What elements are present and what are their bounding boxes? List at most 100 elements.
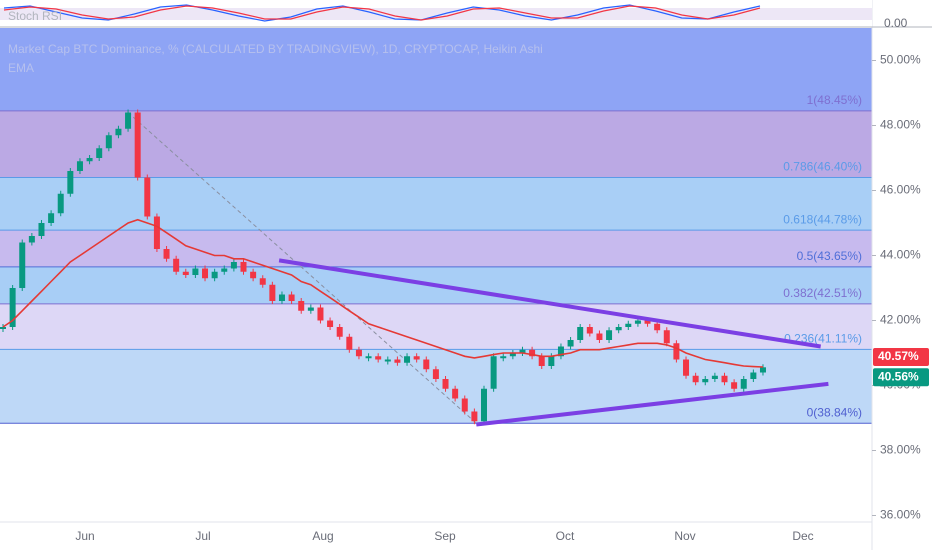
- candle: [654, 323, 661, 331]
- candle: [317, 307, 324, 321]
- candle: [163, 249, 170, 259]
- candle: [278, 294, 285, 301]
- candle: [625, 323, 632, 327]
- fib-label: 0.382(42.51%): [783, 286, 862, 300]
- candle: [615, 327, 622, 331]
- candle: [336, 327, 343, 337]
- candle: [298, 301, 305, 311]
- candle: [240, 262, 247, 272]
- candle: [471, 411, 478, 422]
- fib-band: [0, 349, 872, 424]
- candle: [211, 271, 218, 279]
- y-tick-label: 38.00%: [880, 443, 921, 457]
- candle: [519, 349, 526, 353]
- fib-label: 0.618(44.78%): [783, 212, 862, 226]
- candle: [731, 382, 738, 389]
- candle: [644, 320, 651, 324]
- x-tick-label: Jun: [75, 529, 94, 543]
- candle: [500, 356, 507, 359]
- x-tick-label: Aug: [312, 529, 333, 543]
- candle: [413, 356, 420, 360]
- candle: [86, 158, 93, 162]
- candle: [461, 398, 468, 412]
- candle: [38, 223, 45, 236]
- stoch-title: Stoch RSI: [8, 9, 62, 23]
- fib-band: [0, 230, 872, 267]
- candle: [759, 367, 766, 373]
- price-badge: [873, 368, 929, 387]
- candle: [327, 320, 334, 327]
- candle: [490, 356, 497, 389]
- fib-label: 0(38.84%): [807, 405, 862, 419]
- candle: [404, 356, 411, 363]
- x-tick-label: Sep: [434, 529, 456, 543]
- candle: [96, 148, 103, 158]
- candle: [529, 349, 536, 357]
- candle: [711, 375, 718, 379]
- candle: [221, 268, 228, 272]
- candle: [586, 327, 593, 334]
- candle: [432, 369, 439, 379]
- candle: [423, 359, 430, 370]
- candle: [192, 268, 199, 275]
- candle: [567, 340, 574, 347]
- candle: [557, 346, 564, 357]
- candle: [365, 356, 372, 359]
- y-tick-label: 46.00%: [880, 183, 921, 197]
- price-badge-label: 40.57%: [878, 349, 919, 363]
- trendline: [278, 258, 822, 349]
- ema-line: [2, 218, 764, 368]
- candle: [144, 177, 151, 217]
- candle: [663, 330, 670, 344]
- candle: [606, 330, 613, 340]
- candle: [67, 171, 74, 194]
- stoch-tick-label: 0.00: [884, 16, 908, 30]
- candle: [0, 327, 6, 329]
- candle: [307, 307, 314, 311]
- candle: [48, 213, 55, 223]
- candle: [346, 336, 353, 350]
- legend-ema: EMA: [8, 61, 34, 75]
- fib-label: 1(48.45%): [807, 93, 862, 107]
- candle: [134, 112, 141, 178]
- candle: [115, 128, 122, 136]
- candle: [452, 388, 459, 399]
- candle: [577, 327, 584, 340]
- x-tick-label: Nov: [674, 529, 695, 543]
- candle: [721, 375, 728, 383]
- candle: [596, 333, 603, 340]
- candle: [702, 379, 709, 383]
- x-tick-label: Dec: [792, 529, 813, 543]
- candle: [76, 161, 83, 171]
- candle: [683, 359, 690, 376]
- candle: [182, 271, 189, 275]
- candle: [288, 294, 295, 301]
- y-tick-label: 50.00%: [880, 53, 921, 67]
- fib-band: [0, 303, 872, 350]
- candle: [481, 388, 487, 422]
- fib-label: 0.5(43.65%): [797, 249, 862, 263]
- candle: [19, 242, 26, 288]
- fib-band: [0, 110, 872, 178]
- x-tick-label: Oct: [556, 529, 575, 543]
- y-tick-label: 42.00%: [880, 313, 921, 327]
- candle: [384, 359, 391, 362]
- candle: [740, 379, 747, 389]
- candle: [375, 356, 382, 360]
- legend-title: Market Cap BTC Dominance, % (CALCULATED …: [8, 42, 543, 56]
- candle: [9, 288, 16, 327]
- candle: [57, 193, 64, 214]
- price-badge-label: 40.56%: [878, 369, 919, 383]
- candle: [548, 356, 555, 366]
- candle: [259, 278, 266, 285]
- stoch-line: [3, 5, 761, 21]
- fib-trend: [127, 112, 477, 424]
- candle: [230, 262, 237, 269]
- candle: [750, 372, 757, 379]
- price-badge: [873, 347, 929, 366]
- candle: [394, 359, 401, 363]
- candle: [538, 356, 545, 366]
- y-tick-label: 36.00%: [880, 508, 921, 522]
- trendline: [476, 381, 829, 427]
